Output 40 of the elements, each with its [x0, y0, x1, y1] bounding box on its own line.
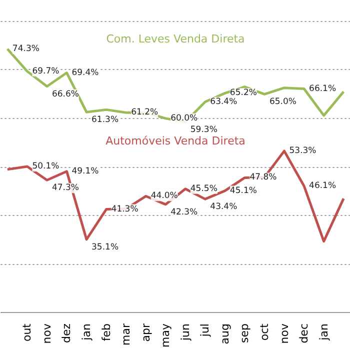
x-tick-label: nov	[278, 323, 291, 344]
data-label: 43.4%	[210, 202, 238, 212]
x-tick-label: apr	[139, 323, 152, 342]
data-label: 47.3%	[52, 183, 79, 194]
data-label: 63.4%	[210, 96, 238, 107]
x-tick-label: dec	[298, 323, 311, 344]
x-tick-label: aug	[218, 323, 232, 344]
data-label: 60.0%	[170, 113, 198, 124]
data-label: 44.0%	[150, 191, 178, 202]
data-label: 69.4%	[72, 68, 99, 78]
data-label: 46.1%	[309, 180, 336, 191]
x-tick-label: may	[159, 323, 172, 348]
data-label: 35.1%	[92, 242, 119, 252]
data-label: 74.3%	[12, 44, 40, 54]
x-tick-label: jan	[317, 323, 330, 342]
data-label: 45.5%	[190, 184, 218, 194]
x-tick-label: jan	[80, 323, 94, 342]
x-tick-label: feb	[100, 323, 113, 342]
x-tick-label: oct	[258, 322, 271, 341]
data-label: 42.3%	[170, 207, 198, 218]
data-label: 66.6%	[52, 89, 79, 100]
data-label: 45.1%	[230, 186, 257, 196]
data-label: 65.0%	[269, 97, 296, 108]
data-label: 49.1%	[72, 166, 99, 176]
x-tick-label: mar	[120, 323, 133, 346]
text: Com. Leves Venda Direta	[106, 32, 245, 46]
data-label: 69.7%	[32, 66, 60, 76]
x-tick-label: jul	[198, 323, 212, 338]
x-tick-label: dez	[60, 323, 74, 344]
x-tick-label: sep	[238, 323, 252, 343]
data-label: 53.3%	[289, 146, 316, 156]
x-tick-label: out	[20, 322, 34, 342]
x-tick-label: nov	[40, 323, 54, 344]
data-label: 50.1%	[32, 162, 60, 172]
data-label: 65.2%	[230, 88, 257, 98]
data-label: 59.3%	[190, 124, 218, 135]
legend-label: Automóveis Venda Direta	[106, 134, 246, 148]
data-label: 66.1%	[309, 84, 336, 94]
data-label: 61.3%	[92, 115, 119, 126]
x-tick-label: jun	[178, 323, 192, 342]
